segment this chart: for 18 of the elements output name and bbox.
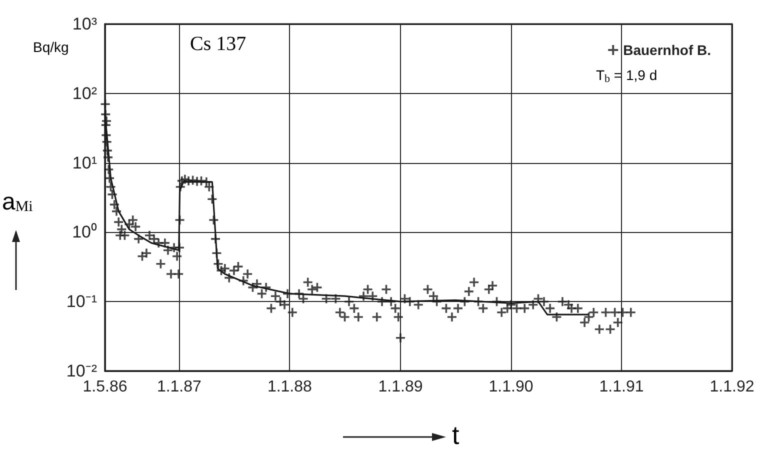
annotation: Cs 137	[190, 33, 246, 55]
y-axis-title: aMi	[2, 188, 33, 216]
y-tick-label: 10⁻²	[66, 362, 98, 380]
y-tick-label: 10¹	[72, 153, 98, 172]
x-tick-label: 1.1.90	[488, 378, 534, 396]
y-tick-label: 10²	[72, 84, 98, 103]
text: Bq/kg	[33, 39, 69, 55]
legend-label: Bauernhof B.	[623, 42, 711, 58]
x-tick-label: 1.1.88	[267, 378, 312, 396]
x-tick-label: 1.1.89	[378, 378, 423, 396]
x-tick-label: 1.1.91	[599, 378, 644, 396]
x-axis-title: t	[452, 420, 460, 450]
y-tick-label: 10⁻¹	[66, 292, 98, 312]
x-tick-label: 1.1.87	[156, 378, 202, 396]
x-tick-label: 1.5.86	[82, 378, 128, 396]
y-tick-label: 10⁰	[72, 222, 97, 242]
y-tick-label: 10³	[72, 14, 98, 34]
x-tick-label: 1.1.92	[710, 378, 754, 396]
